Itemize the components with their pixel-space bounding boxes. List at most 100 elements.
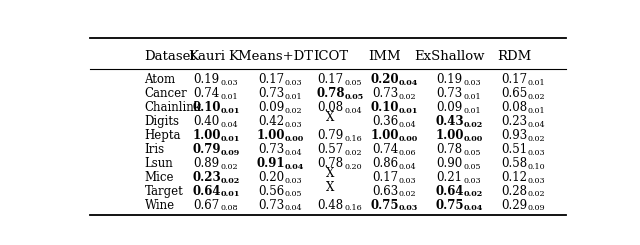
Text: 0.03: 0.03 bbox=[463, 79, 481, 87]
Text: 0.89: 0.89 bbox=[193, 157, 220, 170]
Text: 0.02: 0.02 bbox=[220, 162, 238, 171]
Text: 0.65: 0.65 bbox=[501, 87, 527, 100]
Text: 0.10: 0.10 bbox=[192, 101, 221, 114]
Text: 0.05: 0.05 bbox=[344, 79, 362, 87]
Text: 0.21: 0.21 bbox=[436, 171, 463, 184]
Text: ICOT: ICOT bbox=[313, 50, 348, 63]
Text: 0.05: 0.05 bbox=[344, 93, 364, 101]
Text: 0.56: 0.56 bbox=[258, 184, 284, 197]
Text: 0.03: 0.03 bbox=[285, 176, 303, 184]
Text: 0.09: 0.09 bbox=[436, 101, 463, 114]
Text: 0.03: 0.03 bbox=[285, 79, 303, 87]
Text: 1.00: 1.00 bbox=[192, 129, 221, 142]
Text: ExShallow: ExShallow bbox=[414, 50, 484, 63]
Text: 0.04: 0.04 bbox=[220, 121, 238, 129]
Text: 0.03: 0.03 bbox=[528, 176, 545, 184]
Text: 0.93: 0.93 bbox=[501, 129, 527, 142]
Text: 0.02: 0.02 bbox=[528, 190, 545, 198]
Text: 0.09: 0.09 bbox=[528, 204, 545, 212]
Text: 0.04: 0.04 bbox=[399, 79, 419, 87]
Text: 0.02: 0.02 bbox=[285, 107, 303, 115]
Text: 0.74: 0.74 bbox=[372, 143, 398, 156]
Text: 0.01: 0.01 bbox=[528, 79, 545, 87]
Text: X: X bbox=[326, 111, 335, 124]
Text: 0.05: 0.05 bbox=[285, 190, 302, 198]
Text: 0.01: 0.01 bbox=[463, 107, 481, 115]
Text: 0.73: 0.73 bbox=[436, 87, 463, 100]
Text: 0.67: 0.67 bbox=[193, 198, 220, 211]
Text: Atom: Atom bbox=[145, 73, 175, 86]
Text: 0.03: 0.03 bbox=[399, 176, 417, 184]
Text: 0.03: 0.03 bbox=[528, 148, 545, 157]
Text: 0.23: 0.23 bbox=[192, 171, 221, 184]
Text: 0.43: 0.43 bbox=[435, 115, 464, 128]
Text: 0.01: 0.01 bbox=[220, 107, 240, 115]
Text: Lsun: Lsun bbox=[145, 157, 173, 170]
Text: 0.02: 0.02 bbox=[344, 148, 362, 157]
Text: 0.63: 0.63 bbox=[372, 184, 398, 197]
Text: 0.73: 0.73 bbox=[258, 198, 284, 211]
Text: Dataset: Dataset bbox=[145, 50, 196, 63]
Text: X: X bbox=[326, 167, 335, 180]
Text: 0.09: 0.09 bbox=[220, 148, 239, 157]
Text: 0.04: 0.04 bbox=[285, 162, 304, 171]
Text: 0.79: 0.79 bbox=[317, 129, 344, 142]
Text: 0.10: 0.10 bbox=[528, 162, 545, 171]
Text: 0.78: 0.78 bbox=[317, 157, 344, 170]
Text: 0.01: 0.01 bbox=[220, 93, 238, 101]
Text: 0.00: 0.00 bbox=[463, 135, 483, 143]
Text: 0.20: 0.20 bbox=[344, 162, 362, 171]
Text: 1.00: 1.00 bbox=[435, 129, 464, 142]
Text: 0.73: 0.73 bbox=[258, 143, 284, 156]
Text: 0.20: 0.20 bbox=[258, 171, 284, 184]
Text: 0.19: 0.19 bbox=[436, 73, 463, 86]
Text: 0.36: 0.36 bbox=[372, 115, 398, 128]
Text: 0.04: 0.04 bbox=[285, 148, 303, 157]
Text: 1.00: 1.00 bbox=[371, 129, 399, 142]
Text: 0.01: 0.01 bbox=[220, 190, 240, 198]
Text: 0.00: 0.00 bbox=[285, 135, 304, 143]
Text: 0.58: 0.58 bbox=[501, 157, 527, 170]
Text: 0.01: 0.01 bbox=[528, 107, 545, 115]
Text: 0.08: 0.08 bbox=[317, 101, 344, 114]
Text: 0.73: 0.73 bbox=[258, 87, 284, 100]
Text: Iris: Iris bbox=[145, 143, 164, 156]
Text: 1.00: 1.00 bbox=[257, 129, 285, 142]
Text: 0.03: 0.03 bbox=[220, 79, 238, 87]
Text: RDM: RDM bbox=[497, 50, 531, 63]
Text: 0.02: 0.02 bbox=[399, 190, 417, 198]
Text: 0.12: 0.12 bbox=[501, 171, 527, 184]
Text: 0.51: 0.51 bbox=[501, 143, 527, 156]
Text: 0.73: 0.73 bbox=[372, 87, 398, 100]
Text: 0.64: 0.64 bbox=[192, 184, 221, 197]
Text: 0.05: 0.05 bbox=[463, 148, 481, 157]
Text: 0.19: 0.19 bbox=[193, 73, 220, 86]
Text: Chainlink: Chainlink bbox=[145, 101, 202, 114]
Text: 0.64: 0.64 bbox=[435, 184, 464, 197]
Text: Mice: Mice bbox=[145, 171, 174, 184]
Text: 0.04: 0.04 bbox=[528, 121, 545, 129]
Text: 0.79: 0.79 bbox=[192, 143, 221, 156]
Text: 0.08: 0.08 bbox=[501, 101, 527, 114]
Text: 0.17: 0.17 bbox=[317, 73, 344, 86]
Text: 0.16: 0.16 bbox=[344, 204, 362, 212]
Text: 0.01: 0.01 bbox=[285, 93, 303, 101]
Text: 0.02: 0.02 bbox=[528, 135, 545, 143]
Text: 0.01: 0.01 bbox=[463, 93, 481, 101]
Text: 0.04: 0.04 bbox=[285, 204, 303, 212]
Text: 0.09: 0.09 bbox=[258, 101, 284, 114]
Text: Cancer: Cancer bbox=[145, 87, 188, 100]
Text: 0.03: 0.03 bbox=[463, 176, 481, 184]
Text: Hepta: Hepta bbox=[145, 129, 181, 142]
Text: Target: Target bbox=[145, 184, 183, 197]
Text: 0.08: 0.08 bbox=[220, 204, 238, 212]
Text: 0.75: 0.75 bbox=[371, 198, 399, 211]
Text: 0.00: 0.00 bbox=[399, 135, 418, 143]
Text: 0.23: 0.23 bbox=[501, 115, 527, 128]
Text: 0.20: 0.20 bbox=[371, 73, 399, 86]
Text: 0.28: 0.28 bbox=[501, 184, 527, 197]
Text: KMeans+DT: KMeans+DT bbox=[228, 50, 314, 63]
Text: 0.04: 0.04 bbox=[399, 162, 417, 171]
Text: 0.02: 0.02 bbox=[399, 93, 417, 101]
Text: 0.04: 0.04 bbox=[463, 204, 483, 212]
